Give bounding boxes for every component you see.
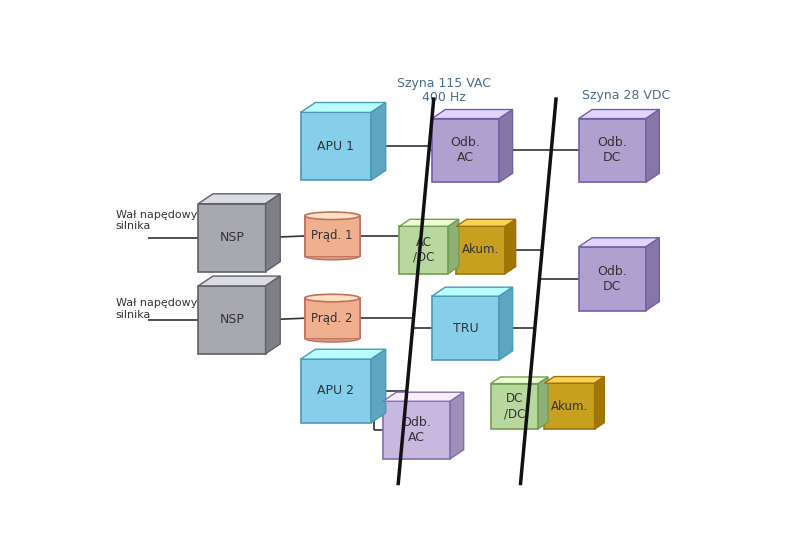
Polygon shape bbox=[266, 276, 280, 354]
Polygon shape bbox=[371, 349, 386, 423]
Polygon shape bbox=[578, 119, 646, 182]
Ellipse shape bbox=[305, 335, 360, 342]
Polygon shape bbox=[432, 287, 513, 296]
Text: DC
/DC: DC /DC bbox=[503, 392, 525, 420]
Text: Szyna 28 VDC: Szyna 28 VDC bbox=[581, 89, 670, 102]
Polygon shape bbox=[578, 247, 646, 311]
Polygon shape bbox=[499, 109, 513, 182]
Polygon shape bbox=[432, 109, 513, 119]
Ellipse shape bbox=[305, 294, 360, 302]
Polygon shape bbox=[399, 219, 458, 226]
Text: Wał napędowy
silnika: Wał napędowy silnika bbox=[116, 209, 197, 231]
Polygon shape bbox=[198, 194, 280, 203]
Text: APU 2: APU 2 bbox=[317, 384, 354, 397]
Polygon shape bbox=[198, 203, 266, 271]
Text: TRU: TRU bbox=[453, 321, 478, 335]
Text: Prąd. 1: Prąd. 1 bbox=[312, 230, 353, 242]
Text: Odb.
DC: Odb. DC bbox=[597, 136, 627, 164]
Polygon shape bbox=[266, 194, 280, 271]
Text: NSP: NSP bbox=[219, 313, 245, 326]
Polygon shape bbox=[456, 226, 505, 273]
Polygon shape bbox=[305, 216, 360, 256]
Polygon shape bbox=[646, 238, 660, 311]
Polygon shape bbox=[491, 383, 538, 429]
Polygon shape bbox=[595, 376, 604, 429]
Text: Odb.
DC: Odb. DC bbox=[597, 265, 627, 293]
Polygon shape bbox=[301, 359, 371, 423]
Polygon shape bbox=[538, 377, 548, 429]
Text: Odb.
AC: Odb. AC bbox=[451, 136, 481, 164]
Polygon shape bbox=[305, 298, 360, 339]
Polygon shape bbox=[456, 219, 516, 226]
Polygon shape bbox=[448, 219, 458, 273]
Text: 400 Hz: 400 Hz bbox=[422, 91, 466, 104]
Polygon shape bbox=[451, 392, 464, 459]
Polygon shape bbox=[301, 112, 371, 180]
Text: Prąd. 2: Prąd. 2 bbox=[312, 312, 353, 325]
Ellipse shape bbox=[305, 212, 360, 219]
Polygon shape bbox=[301, 349, 386, 359]
Text: NSP: NSP bbox=[219, 231, 245, 244]
Polygon shape bbox=[305, 298, 360, 339]
Text: Odb.
AC: Odb. AC bbox=[402, 416, 432, 444]
Polygon shape bbox=[305, 216, 360, 256]
Text: AC
/DC: AC /DC bbox=[413, 236, 435, 264]
Polygon shape bbox=[371, 103, 386, 180]
Polygon shape bbox=[383, 392, 464, 401]
Polygon shape bbox=[499, 287, 513, 360]
Text: Szyna 115 VAC: Szyna 115 VAC bbox=[397, 77, 491, 90]
Polygon shape bbox=[578, 238, 660, 247]
Ellipse shape bbox=[305, 253, 360, 260]
Text: Akum.: Akum. bbox=[551, 399, 588, 413]
Polygon shape bbox=[399, 226, 448, 273]
Polygon shape bbox=[432, 119, 499, 182]
Polygon shape bbox=[301, 103, 386, 112]
Text: APU 1: APU 1 bbox=[317, 140, 354, 153]
Polygon shape bbox=[198, 286, 266, 354]
Text: Wał napędowy
silnika: Wał napędowy silnika bbox=[116, 298, 197, 319]
Text: Akum.: Akum. bbox=[462, 244, 499, 256]
Polygon shape bbox=[544, 376, 604, 383]
Polygon shape bbox=[646, 109, 660, 182]
Polygon shape bbox=[432, 296, 499, 360]
Polygon shape bbox=[544, 383, 595, 429]
Polygon shape bbox=[505, 219, 516, 273]
Polygon shape bbox=[491, 377, 548, 383]
Polygon shape bbox=[383, 401, 451, 459]
Polygon shape bbox=[198, 276, 280, 286]
Polygon shape bbox=[578, 109, 660, 119]
